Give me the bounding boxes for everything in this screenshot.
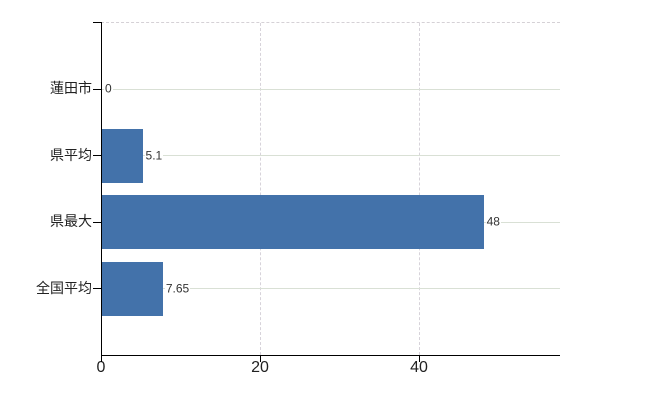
y-gridline-3 (102, 288, 560, 290)
category-label-3: 全国平均 (36, 279, 92, 296)
x-gridline-40 (419, 23, 420, 355)
x-gridline-20 (260, 23, 261, 355)
value-label-3: 7.65 (164, 281, 191, 296)
y-axis-tick-2 (93, 221, 102, 223)
y-axis-tick-3 (93, 288, 102, 290)
x-axis-tick-label-20: 20 (251, 359, 269, 376)
y-axis-top-tick (93, 22, 102, 23)
value-label-1: 5.1 (144, 148, 164, 163)
category-label-0: 蓮田市 (50, 80, 92, 97)
value-label-0: 0 (104, 81, 113, 96)
bar-1 (102, 128, 143, 183)
y-gridline-1 (102, 155, 560, 157)
category-label-2: 県最大 (50, 213, 92, 230)
bar-2 (102, 195, 484, 250)
x-axis-tick-label-0: 0 (96, 359, 106, 376)
bar-3 (102, 261, 163, 316)
x-axis-tick-0 (101, 356, 102, 362)
plot-area: 0 5.1 48 7.65 (93, 22, 560, 362)
y-gridline-0 (102, 88, 560, 90)
y-axis-tick-1 (93, 155, 102, 157)
category-label-1: 県平均 (50, 146, 92, 163)
x-axis-tick-40 (419, 356, 420, 362)
x-axis-tick-20 (260, 356, 261, 362)
x-axis-tick-label-40: 40 (410, 359, 428, 376)
value-label-2: 48 (485, 214, 501, 229)
y-axis-tick-0 (93, 88, 102, 90)
